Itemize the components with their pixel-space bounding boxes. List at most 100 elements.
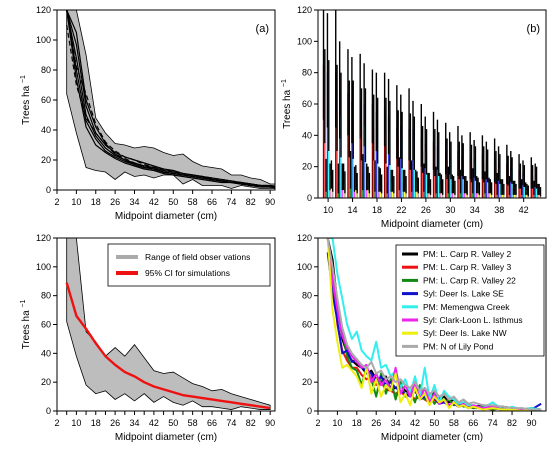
x-tick-label: 10 [71,197,81,207]
x-tick-label: 90 [265,197,275,207]
x-tick-label: 34 [130,418,140,428]
y-tick-label: 20 [302,377,312,387]
x-axis-label: Midpoint diameter (cm) [381,219,483,230]
y-tick-label: 80 [41,291,51,301]
series-line-1 [66,10,275,188]
y-axis-label-text: Trees ha [21,308,32,350]
y-tick-label: 100 [36,35,51,45]
y-tick-label: 0 [307,193,312,203]
x-tick-label: 38 [494,205,504,215]
x-tick-label: 30 [445,205,455,215]
y-axis-label-text: Trees ha [21,83,32,125]
y-tick-label: 120 [297,5,312,15]
x-tick-label: 82 [246,197,256,207]
panel-label: (b) [527,23,540,35]
y-axis-label-superscript: −1 [281,79,288,87]
x-tick-label: 18 [372,205,382,215]
y-tick-label: 40 [302,130,312,140]
x-tick-label: 50 [429,418,439,428]
x-tick-label: 42 [149,197,159,207]
y-axis-label-superscript: −1 [20,75,27,83]
bar [324,99,326,198]
bar [449,154,451,198]
y-tick-label: 60 [41,95,51,105]
x-tick-label: 34 [470,205,480,215]
legend-entry: PM: L. Carp R. Valley 2 [423,249,511,259]
y-tick-label: 120 [36,233,51,243]
bar [385,130,387,198]
x-tick-label: 74 [226,418,236,428]
x-tick-label: 26 [371,418,381,428]
y-axis-label-superscript: −1 [20,299,27,307]
x-axis-label: Midpoint diameter (cm) [115,432,217,443]
y-axis-label: Trees ha −1 [20,299,32,349]
series-line-5 [66,10,275,187]
x-tick-label: 26 [110,197,120,207]
x-tick-label: 58 [188,197,198,207]
y-tick-label: 60 [302,320,312,330]
y-tick-label: 100 [297,36,312,46]
x-tick-label: 26 [110,418,120,428]
x-tick-label: 58 [449,418,459,428]
bar [347,93,349,198]
y-tick-label: 80 [302,291,312,301]
bar [510,166,512,198]
x-tick-label: 14 [348,205,358,215]
bar [364,125,367,198]
x-tick-label: 82 [246,418,256,428]
bar [359,100,361,198]
bar [396,127,398,198]
panel-c: 0 20 40 60 80 100 120 Midpoint diameter (cm) Tre… [20,233,276,443]
y-tick-label: 40 [41,125,51,135]
bar [335,72,337,198]
bar [522,172,524,198]
y-tick-label: 120 [36,5,51,15]
legend-entry: PM: N of Lily Pond [423,341,494,351]
bar [363,104,365,198]
x-tick-label: 10 [71,418,81,428]
y-tick-label: 80 [302,68,312,78]
y-axis-label-text: Trees ha [282,87,293,129]
bar [336,111,338,198]
y-tick-label: 0 [46,406,51,416]
y-tick-label: 0 [307,406,312,416]
series-line-5 [326,238,542,411]
x-tick-label: 66 [207,197,217,207]
x-tick-label: 10 [323,205,333,215]
bar [326,72,329,198]
y-tick-label: 0 [46,185,51,195]
bar [322,64,325,198]
legend-entry: PM: L. Carp R. Valley 3 [423,262,511,272]
panel-a: 0 20 40 60 80 100 120 Midpoint diameter (cm) Tre… [20,5,276,222]
x-tick-label: 50 [168,197,178,207]
x-tick-label: 50 [168,418,178,428]
x-tick-label: 90 [526,418,536,428]
series-line-0 [65,282,271,410]
legend-entry: 95% CI for simulations [145,268,230,278]
series-line-6 [326,238,542,411]
x-tick-label: 2 [315,418,320,428]
x-tick-label: 34 [130,197,140,207]
range-band [66,10,275,189]
x-tick-label: 2 [54,418,59,428]
y-tick-label: 100 [36,262,51,272]
x-tick-label: 22 [396,205,406,215]
bar [328,107,330,198]
y-tick-label: 20 [302,162,312,172]
legend-box [395,244,545,357]
x-tick-label: 74 [488,418,498,428]
x-tick-label: 42 [519,205,529,215]
bar [473,158,475,198]
panel-b: 0 20 40 60 80 100 120 Midpoint diameter (cm) Tre… [281,5,547,230]
legend-box [107,243,271,287]
bar [360,129,363,198]
y-tick-label: 60 [41,320,51,330]
x-tick-label: 90 [265,418,275,428]
bar [387,116,390,198]
x-tick-label: 18 [352,418,362,428]
bar [461,155,463,198]
legend-entry: Syl: Deer Is. Lake NW [423,328,507,338]
x-tick-label: 58 [188,418,198,428]
x-tick-label: 42 [410,418,420,428]
